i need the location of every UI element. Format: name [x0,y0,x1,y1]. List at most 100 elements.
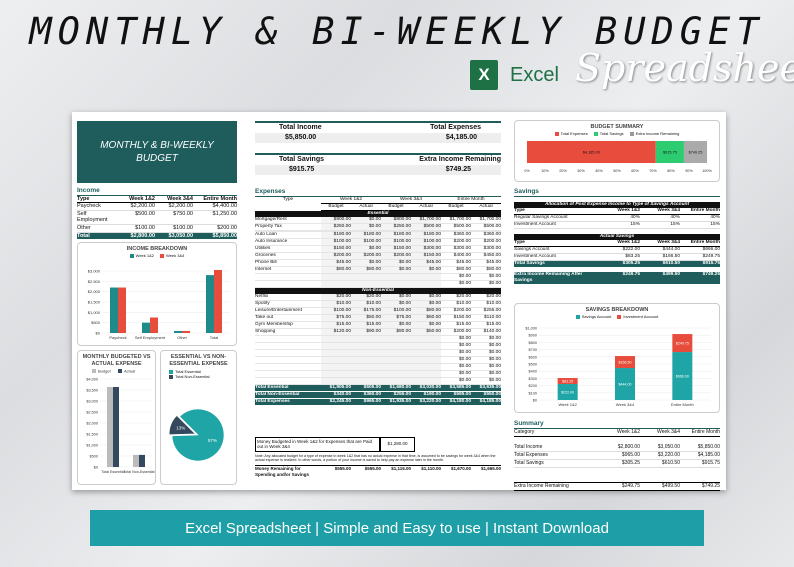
nonessential-band: Non-Essential [255,288,501,294]
expense-value [411,371,441,377]
money-remaining-value: $555.00 [364,466,381,472]
extra-after-savings-cell: $249.75 [622,272,640,277]
y-tick-label: $100 [529,391,537,395]
expense-type [255,274,321,280]
expense-total-label: Total Non-Essential [255,392,300,397]
expenses-title: Expenses [255,188,501,197]
expense-value [411,274,441,280]
expense-total-value: $4,185.00 [479,399,501,404]
expenses-sub-header-cell: Budget [381,204,411,211]
expense-value [381,336,411,342]
summary-cell: $965.00 [621,452,640,458]
pie-slice-essential [171,408,225,462]
y-tick-label: $1,500 [86,433,98,437]
totals-income-expense-values: $5,850.00 $4,185.00 [255,133,501,143]
expense-type [255,350,321,356]
expense-value: $180.00 [321,232,351,238]
savings-bar-investment [557,378,578,385]
expense-value: $400.00 [453,253,471,258]
summary-cell: $915.75 [701,460,720,466]
money-remaining-row: Money Remaining for Spending and/or Savi… [255,465,501,477]
y-tick-label: $500 [529,363,537,367]
expense-type: Take out [255,315,274,320]
expense-value: $90.00 [351,329,381,335]
expense-value: $175.00 [351,308,381,314]
expense-row: Property Tax $250.00 $0.00 $250.00 $500.00 $5… [255,224,501,231]
table-cell: Regular Savings Account [514,215,568,220]
page-title: MONTHLY & BI-WEEKLY BUDGET [29,10,765,53]
expense-type [255,336,321,342]
expense-value: $60.00 [411,315,441,321]
extra-after-savings-cell: Extra Income Remaining After Savings [514,272,583,283]
spreadsheet-sheet: MONTHLY & BI-WEEKLY BUDGET Income Type W… [72,112,726,491]
expense-value: $110.00 [484,315,501,320]
savings-bar-investment [672,334,693,353]
y-tick-label: $3,000 [86,400,98,404]
extra-after-savings-cell: $499.50 [662,272,680,277]
expense-value: $200.00 [381,253,411,259]
expense-value [321,364,351,370]
expense-type: Auto Insurance [255,239,288,244]
expense-value: $300.00 [453,246,471,251]
savings-bar-label: $444.00 [619,383,632,387]
expense-total-value: $4,180.00 [449,399,471,404]
expense-value [321,336,351,342]
expense-value: $20.00 [321,294,351,300]
mb-chart-svg: Budget Actual $4,000 $3,500 $3,000 $2,500 $2,0… [86,369,155,475]
table-header-cell: Entire Month [690,208,720,213]
ene-legend-essential-label: Total Essential [175,369,201,375]
expense-total-value: $3,220.00 [419,399,441,404]
expense-value: $100.00 [381,239,411,245]
x-tick-label: 70% [649,169,657,173]
summary-title: Summary [514,420,720,429]
expense-type: Phone Bill [255,260,277,265]
expense-value: $150.00 [381,246,411,252]
expense-row: $0.00 $0.00 [255,350,501,357]
y-tick-label: $2,500 [86,411,98,415]
expense-value: $0.00 [458,281,471,286]
expense-value: $200.00 [351,253,381,259]
income-legend-w34-label: Week 3&4 [166,252,185,258]
summary-row: Total Income $2,800.00 $3,050.00 $5,850.00 [514,444,720,452]
mb-bar-actual [139,454,145,467]
allocation-band: Allocation of Post Expense Income to Typ… [514,202,720,208]
total-income-label: Total Income [279,124,322,131]
total-expenses-label: Total Expenses [430,124,481,131]
totals-panel: Total Income Total Expenses $5,850.00 $4… [255,121,501,175]
table-cell: $222.00 [622,247,640,252]
x-tick-label: Total [210,335,219,340]
income-bar-w12 [142,322,150,333]
savings-bar-label: $222.00 [561,391,574,395]
summary-header-cell: Week 1&2 [617,429,640,435]
income-cell: Other [77,224,91,231]
expense-value [381,371,411,377]
expense-value: $0.00 [458,343,471,348]
y-tick-label: $2,500 [88,279,101,284]
income-chart-title: INCOME BREAKDOWN [126,246,188,252]
expense-row: Gym Membership $15.00 $15.00 $0.00 $0.00 $15.… [255,322,501,329]
expense-row: $0.00 $0.00 [255,371,501,378]
income-chart-svg: $3,000 $2,500 $2,000 $1,500 $1,000 $500 $0 Payc… [88,269,230,340]
expense-total-value: $340.00 [333,392,351,397]
summary-row: Total Expenses $965.00 $3,220.00 $4,185.00 [514,452,720,460]
income-chart-legend: Week 1&2 Week 3&4 [78,253,236,258]
expense-value: $120.00 [321,329,351,335]
expense-value: $200.00 [321,253,351,259]
bs-legend-extra-label: Extra Income Remaining [635,130,680,136]
expense-value: $0.00 [458,350,471,355]
summary-row: Total Savings $305.25 $610.50 $915.75 [514,460,720,468]
excel-logo-icon: X [470,60,506,90]
income-cell: $200.00 [217,224,237,231]
expense-type: Spotify [255,301,270,306]
mb-legend-actual-swatch [118,369,122,373]
expense-total-label: Total Expenses [255,399,290,404]
table-row: Investment Account 15% 15% 15% [514,222,720,229]
expense-value [351,336,381,342]
title-panel: MONTHLY & BI-WEEKLY BUDGET [77,121,237,183]
x-tick-label: Total Non-Essential [124,470,155,474]
pie-label: 13% [176,426,185,431]
income-cell: Paycheck [77,203,101,210]
expense-total-value: $1,905.00 [329,385,351,390]
extra-after-savings-cell: $749.25 [702,272,720,277]
expense-value: $75.00 [381,315,411,321]
